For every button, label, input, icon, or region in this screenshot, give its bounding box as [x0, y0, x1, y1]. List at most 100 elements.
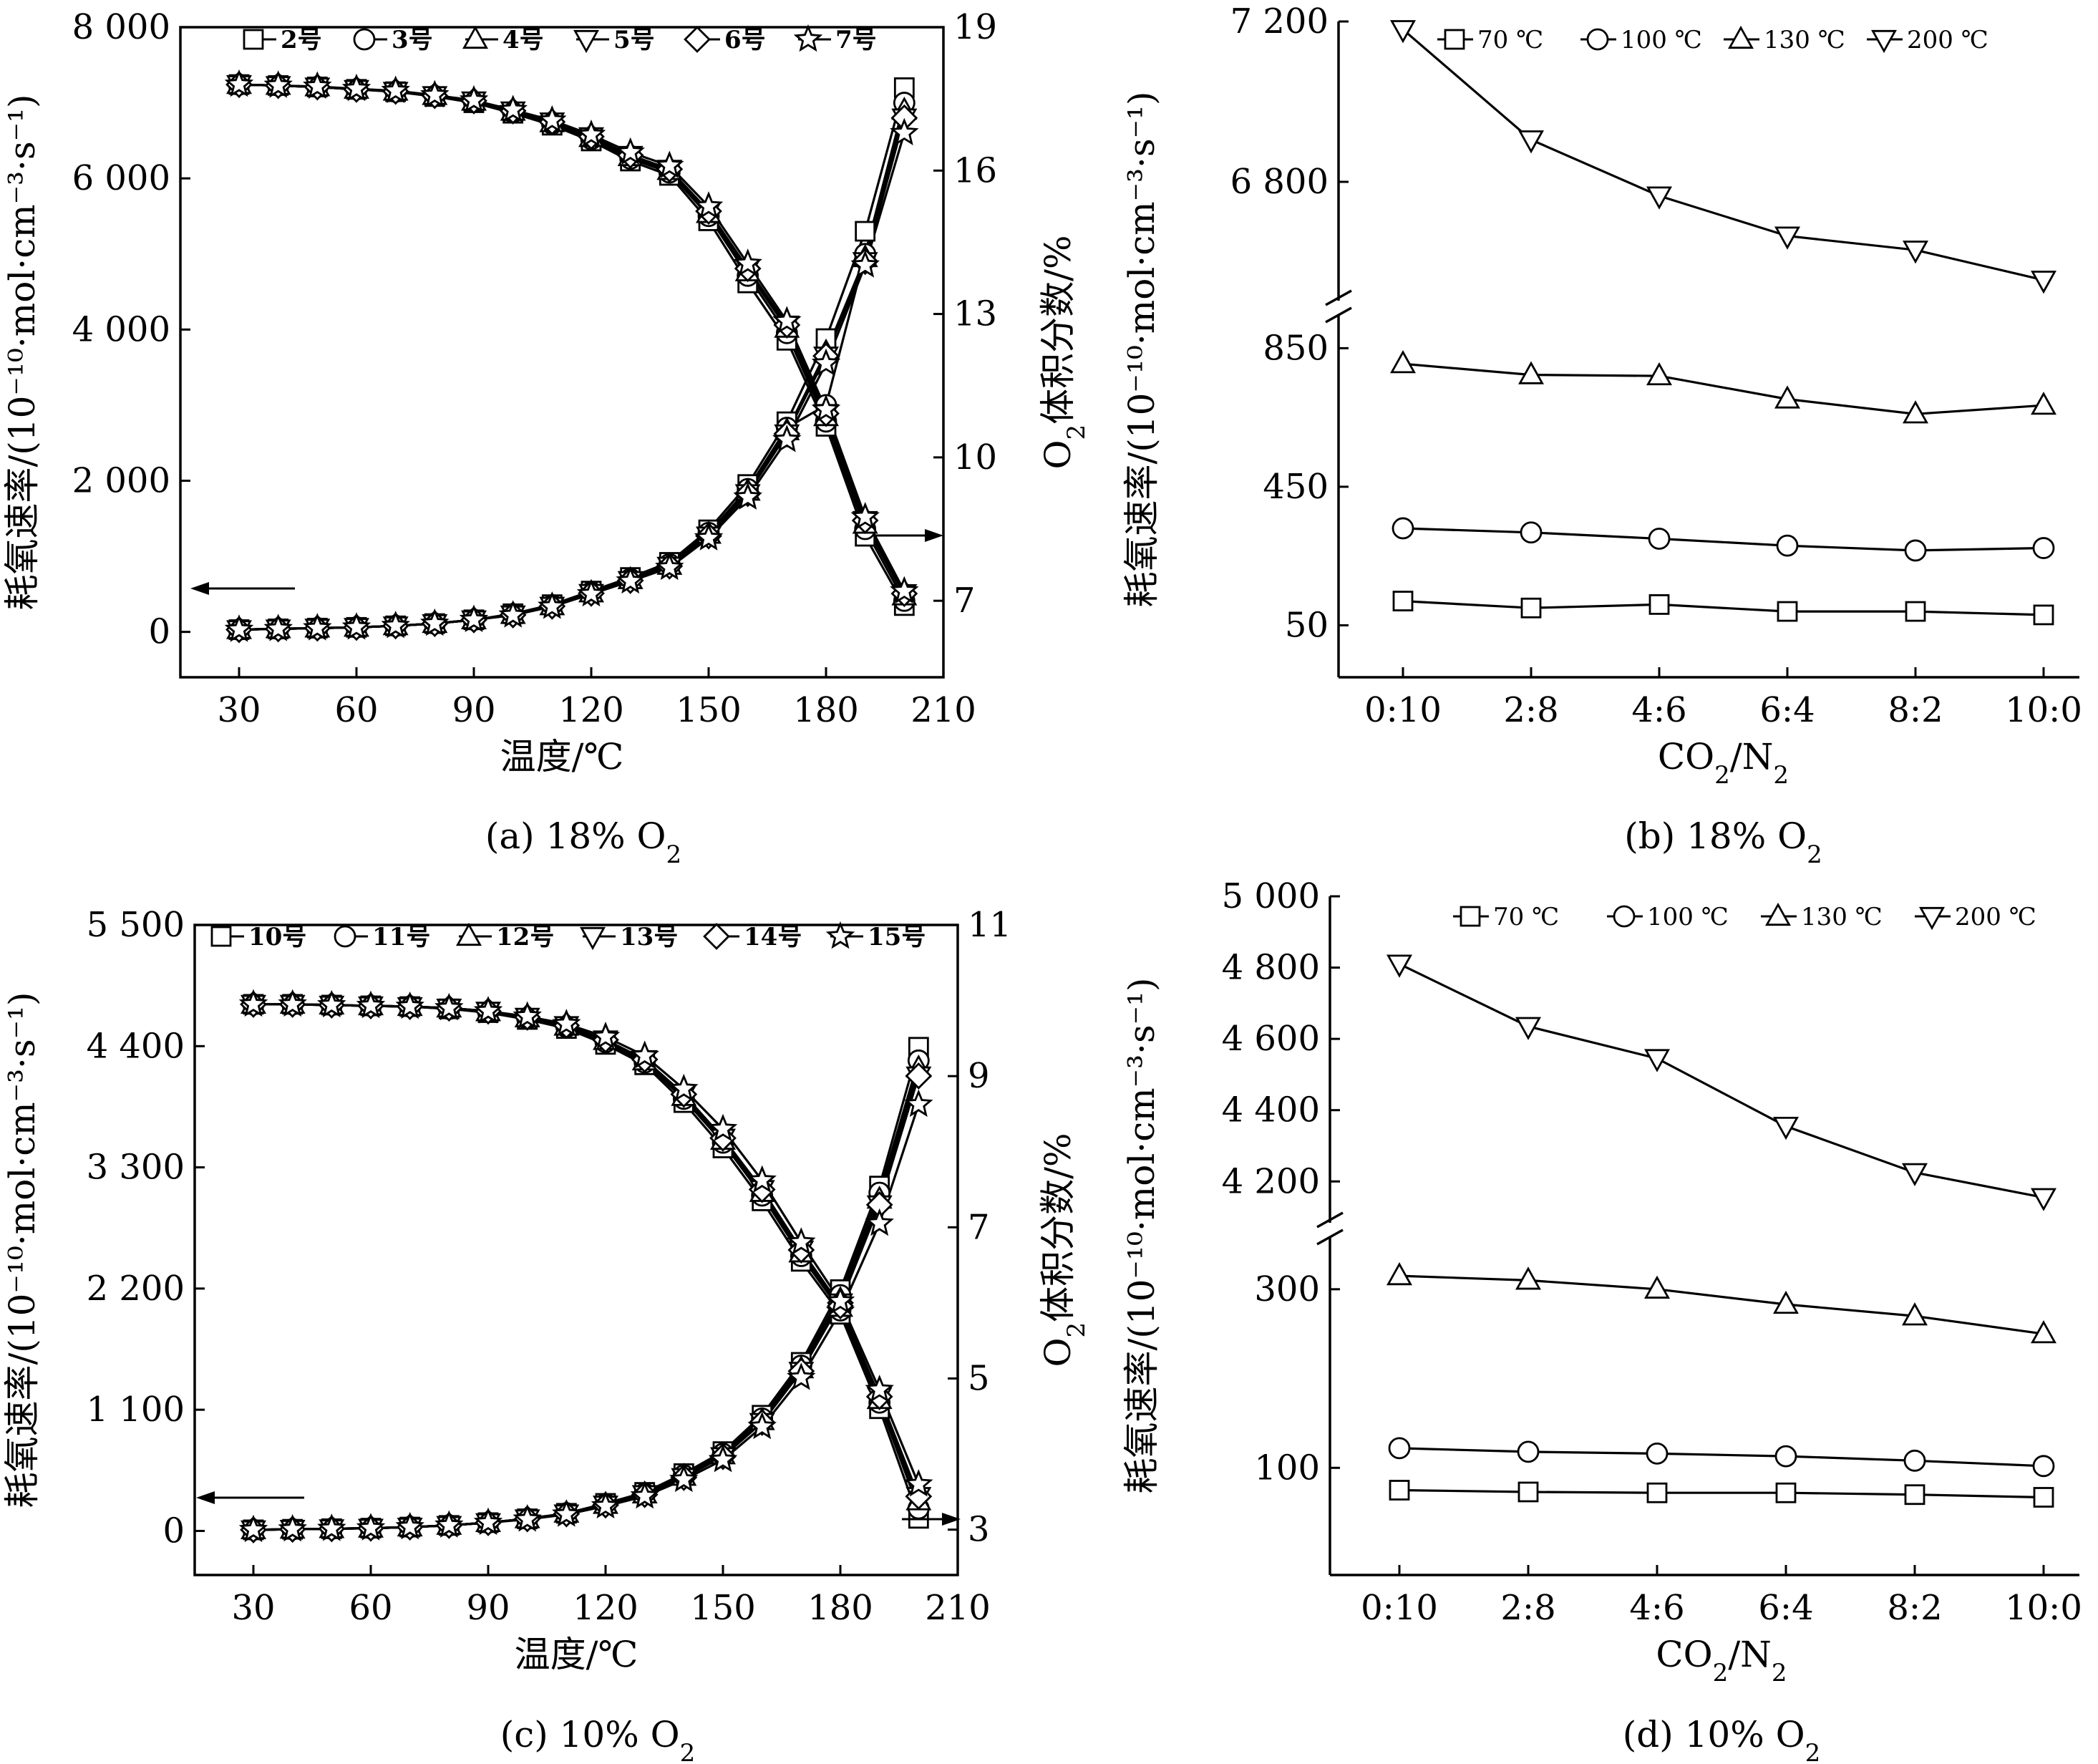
rate-data-point	[630, 1480, 659, 1509]
y-left-tick-label: 2 200	[87, 1269, 185, 1309]
legend-label: 5号	[613, 26, 655, 54]
data-point	[2031, 1188, 2056, 1211]
rate-data-point	[459, 604, 489, 633]
rate-data-point	[669, 1464, 699, 1493]
legend-marker	[353, 28, 376, 51]
rate-data-point	[317, 1513, 346, 1541]
y-right-tick-label: 3	[968, 1510, 990, 1550]
x-tick-label: 180	[793, 690, 859, 730]
data-point	[1520, 597, 1542, 619]
data-point	[1646, 186, 1672, 210]
y-tick-label: 4 800	[1222, 948, 1320, 988]
x-tick-label: 4:6	[1629, 1588, 1684, 1628]
data-point	[1774, 385, 1800, 409]
panel-caption: (a) 18% O2	[485, 815, 681, 869]
data-point	[2032, 1455, 2055, 1478]
x-tick-label: 150	[690, 1588, 756, 1628]
o2-series-line	[238, 83, 905, 601]
y-left-tick-label: 0	[162, 1511, 185, 1551]
x-tick-label: 180	[807, 1588, 873, 1628]
x-axis-label: 温度/℃	[515, 1634, 638, 1675]
legend-label: 100 ℃	[1647, 903, 1729, 931]
legend-label: 11号	[372, 923, 430, 951]
axis-break-mark	[1325, 306, 1352, 324]
o2-data-point	[513, 1001, 542, 1029]
y-left-tick-label: 3 300	[87, 1148, 185, 1188]
rate-data-point	[772, 425, 802, 452]
o2-data-point	[341, 73, 371, 102]
series-line	[1402, 527, 2044, 552]
x-tick-label: 2:8	[1500, 1588, 1555, 1628]
data-point	[1903, 1449, 1926, 1472]
o2-series-line	[253, 1003, 920, 1485]
y-left-tick-label: 0	[148, 612, 170, 652]
y-left-tick-label: 5 500	[87, 905, 185, 945]
data-point	[1775, 1482, 1797, 1503]
legend-label: 200 ℃	[1907, 26, 1988, 54]
rate-data-point	[733, 482, 762, 510]
rate-data-point	[655, 552, 684, 581]
o2-series-line	[238, 83, 905, 594]
o2-data-point	[616, 137, 645, 165]
o2-data-point	[263, 70, 293, 98]
data-point	[1392, 517, 1414, 540]
rate-series-line	[253, 1104, 920, 1531]
x-tick-label: 6:4	[1759, 690, 1815, 730]
y-right-tick-label: 7	[968, 1207, 990, 1247]
axis-break-mark	[1325, 289, 1352, 306]
right-axis-arrow-head	[925, 529, 943, 542]
y-right-tick-label: 13	[953, 294, 997, 334]
rate-data-point	[238, 1514, 268, 1543]
y-tick-label: 450	[1263, 467, 1329, 507]
legend-marker	[1444, 29, 1465, 50]
y-right-tick-label: 5	[968, 1358, 990, 1398]
legend-label: 13号	[620, 923, 678, 951]
y-tick-label: 850	[1263, 328, 1329, 368]
legend-marker	[1765, 902, 1791, 926]
left-axis-arrow-head	[190, 582, 209, 595]
o2-data-point	[811, 394, 841, 422]
legend-marker	[1871, 29, 1897, 54]
data-point	[1904, 539, 1927, 562]
data-point	[1518, 130, 1544, 154]
y-left-axis-label: 耗氧速率/(10⁻¹⁰·mol·cm⁻³·s⁻¹)	[1, 94, 43, 610]
x-tick-label: 150	[676, 690, 742, 730]
panel-caption: (c) 10% O2	[500, 1714, 696, 1764]
o2-data-point	[669, 1073, 699, 1102]
legend-label: 2号	[281, 26, 322, 54]
x-tick-label: 30	[231, 1588, 275, 1628]
rate-data-point	[787, 1362, 816, 1390]
x-tick-label: 90	[466, 1588, 510, 1628]
data-point	[1518, 361, 1544, 384]
rate-data-point	[616, 566, 645, 594]
y-tick-label: 300	[1254, 1269, 1320, 1309]
x-axis-label: CO2/N2	[1656, 1634, 1787, 1687]
y-tick-label: 4 600	[1222, 1019, 1320, 1059]
y-left-tick-label: 2 000	[72, 460, 170, 500]
data-point	[1390, 20, 1416, 44]
o2-data-point	[904, 1469, 933, 1497]
legend-label: 70 ℃	[1477, 26, 1543, 54]
o2-series-line	[238, 83, 905, 592]
rate-data-point	[395, 1511, 424, 1540]
rate-series-line	[253, 1047, 920, 1531]
y-left-tick-label: 4 000	[72, 309, 170, 349]
data-point	[1646, 1442, 1669, 1465]
rate-data-point	[811, 348, 841, 377]
x-tick-label: 60	[334, 690, 378, 730]
rate-data-point	[890, 117, 919, 146]
y-tick-label: 7 200	[1230, 1, 1329, 42]
legend-marker	[1613, 905, 1636, 928]
axis-break-mark	[1316, 1211, 1344, 1228]
o2-data-point	[303, 71, 332, 100]
o2-series-line	[238, 83, 905, 594]
x-tick-label: 8:2	[1888, 690, 1943, 730]
o2-series-line	[253, 1003, 920, 1497]
o2-data-point	[356, 990, 386, 1019]
x-tick-label: 30	[217, 690, 261, 730]
o2-data-point	[278, 989, 307, 1017]
data-point	[1902, 1163, 1928, 1186]
legend-label: 7号	[835, 26, 877, 54]
o2-data-point	[747, 1165, 777, 1193]
